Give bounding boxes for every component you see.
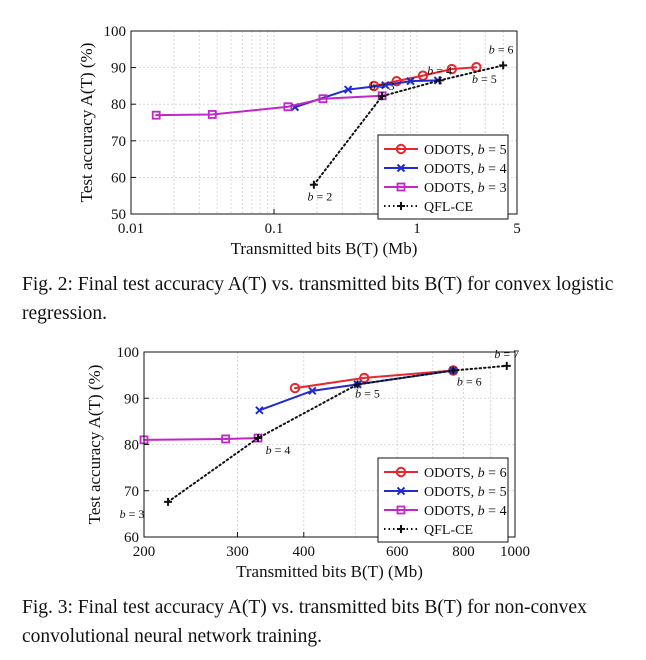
data-point (391, 75, 402, 87)
legend-entry: ODOTS, b = 5 (424, 485, 507, 500)
data-point (499, 61, 508, 70)
annotation-label: b = 6 (457, 375, 482, 389)
data-point (378, 92, 387, 101)
data-point (289, 382, 301, 394)
data-point (151, 110, 161, 120)
data-point (253, 433, 263, 443)
series-line (155, 94, 384, 117)
series-line (167, 364, 508, 503)
data-point (448, 365, 459, 376)
y-tick-label: 50 (111, 207, 126, 223)
series-line (312, 64, 505, 186)
legend-entry: QFL-CE (424, 200, 473, 215)
data-point (318, 94, 328, 104)
y-tick-label: 100 (104, 24, 127, 40)
data-point (164, 497, 173, 506)
legend-entry: ODOTS, b = 5 (424, 143, 507, 158)
x-tick-label: 200 (133, 544, 156, 560)
legend-marker (396, 163, 406, 173)
y-tick-label: 70 (124, 484, 139, 500)
series-line (143, 437, 260, 441)
data-point (308, 386, 317, 396)
data-point (381, 80, 390, 90)
y-tick-label: 100 (117, 345, 140, 361)
legend-marker (397, 525, 405, 533)
plot-frame (130, 30, 518, 215)
series-line (258, 369, 455, 412)
x-axis-label: Transmitted bits B(T) (Mb) (236, 562, 423, 581)
x-tick-label: 800 (452, 544, 475, 560)
annotation-label: b = 4 (427, 63, 452, 77)
y-tick-label: 70 (111, 134, 126, 150)
annotation-label: b = 4 (266, 443, 291, 457)
legend-marker (395, 143, 407, 155)
annotation-label: b = 2 (307, 190, 332, 204)
x-tick-label: 0.01 (118, 221, 144, 237)
legend-entry: ODOTS, b = 3 (424, 181, 507, 196)
annotation-label: b = 7 (494, 347, 519, 361)
data-point (343, 85, 353, 94)
y-tick-label: 80 (124, 438, 139, 454)
y-tick-label: 80 (111, 97, 126, 113)
annotation-label: b = 6 (489, 42, 514, 56)
y-tick-label: 60 (111, 170, 126, 186)
data-point (283, 102, 293, 112)
y-tick-label: 90 (111, 61, 126, 77)
legend-marker (396, 182, 406, 192)
x-tick-label: 1 (413, 221, 421, 237)
series-line (293, 79, 439, 109)
x-tick-label: 5 (513, 221, 521, 237)
y-tick-label: 60 (124, 530, 139, 546)
y-axis-label: Test accuracy A(T) (%) (77, 43, 96, 203)
data-point (435, 76, 444, 85)
legend-marker (396, 486, 406, 496)
legend-marker (395, 466, 407, 478)
x-tick-label: 1000 (500, 544, 530, 560)
figure-2-chart: b = 2 b = 3 b = 4 b = 5 b = 6 0.01 0.1 1 5 50 60 70… (77, 24, 521, 258)
data-point (449, 366, 458, 375)
y-tick-label: 90 (124, 391, 139, 407)
legend-entry: ODOTS, b = 4 (424, 504, 507, 519)
legend-marker (397, 202, 405, 210)
data-point (309, 180, 318, 189)
x-tick-label: 600 (386, 544, 409, 560)
x-tick-label: 400 (293, 544, 316, 560)
annotation-label: b = 3 (120, 507, 145, 521)
data-point (446, 63, 457, 75)
plot-frame (143, 351, 516, 538)
data-point (502, 361, 511, 370)
x-axis-label: Transmitted bits B(T) (Mb) (231, 239, 418, 258)
legend-marker (396, 505, 406, 515)
legend-entry: ODOTS, b = 6 (424, 466, 507, 481)
legend-entry: ODOTS, b = 4 (424, 162, 507, 177)
data-point (359, 372, 370, 384)
legend-entry: QFL-CE (424, 523, 473, 538)
annotation-label: b = 5 (355, 386, 380, 400)
x-tick-label: 300 (226, 544, 249, 560)
figure-2-caption: Fig. 2: Final test accuracy A(T) vs. tra… (22, 274, 614, 324)
data-point (449, 366, 458, 375)
data-point (353, 380, 362, 389)
data-point (353, 380, 362, 389)
data-point (139, 435, 149, 445)
data-point (406, 76, 415, 86)
data-point (221, 434, 231, 444)
legend-box (377, 457, 509, 543)
annotation-label: b = 3 (370, 79, 395, 93)
data-point (207, 110, 217, 119)
x-tick-label: 0.1 (265, 221, 284, 237)
data-point (254, 434, 263, 443)
data-point (255, 406, 264, 415)
annotation-label: b = 5 (472, 72, 497, 86)
y-axis-label: Test accuracy A(T) (%) (85, 365, 104, 525)
series-line (293, 369, 455, 390)
figure-3-caption: Fig. 3: Final test accuracy A(T) vs. tra… (22, 597, 587, 647)
